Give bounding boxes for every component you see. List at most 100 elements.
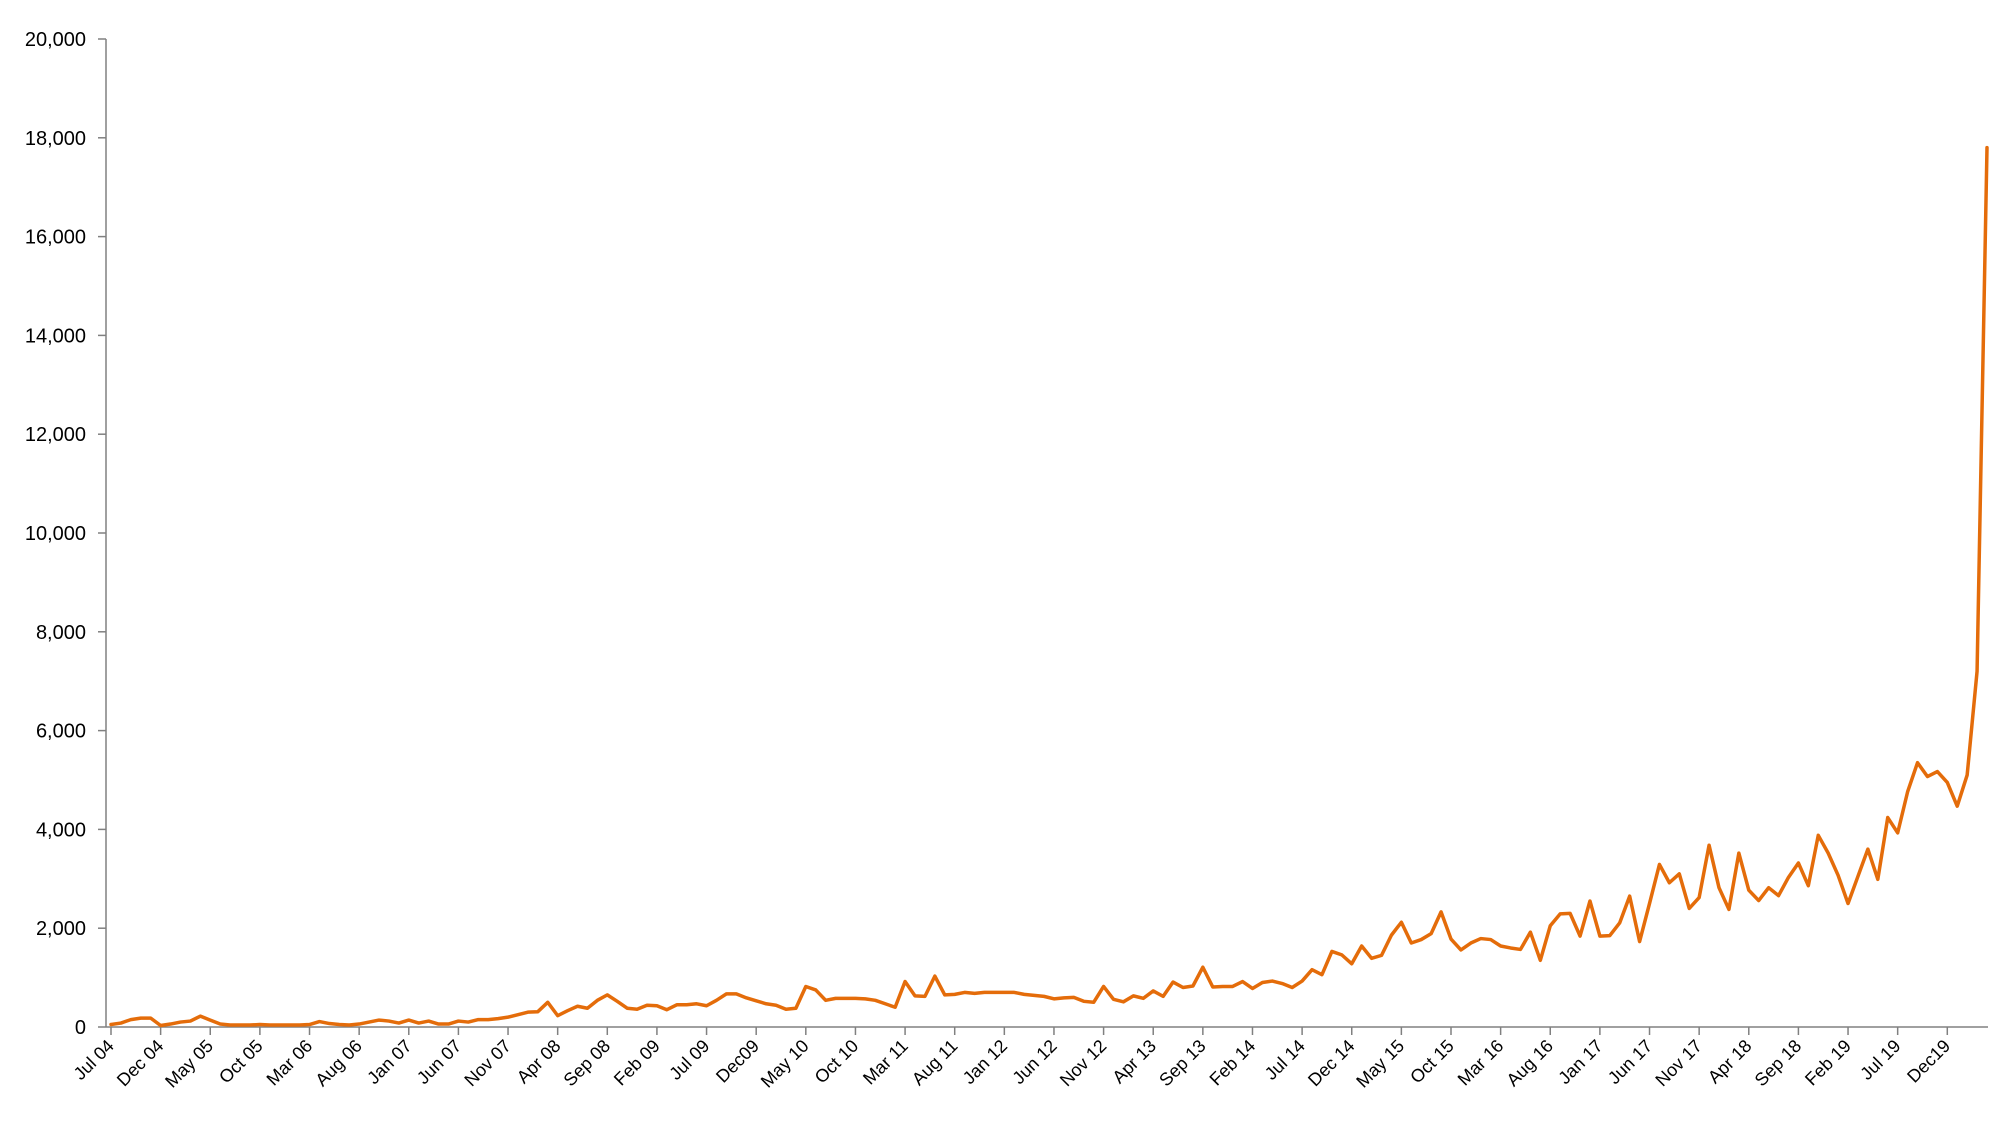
- data-point: [1380, 954, 1383, 957]
- data-point: [1886, 816, 1889, 819]
- x-tick-label: Nov 12: [1056, 1036, 1110, 1090]
- data-point: [1450, 938, 1453, 941]
- data-point: [715, 999, 718, 1002]
- data-point: [665, 1008, 668, 1011]
- x-tick-label: Jun 17: [1604, 1036, 1656, 1088]
- data-point: [735, 992, 738, 995]
- x-tick-label: Feb 14: [1206, 1036, 1260, 1090]
- y-tick-label: 4,000: [36, 819, 86, 841]
- data-point: [387, 1020, 390, 1023]
- x-tick-label: Oct 05: [215, 1036, 267, 1088]
- data-point: [1430, 932, 1433, 935]
- data-point: [963, 991, 966, 994]
- data-point: [804, 985, 807, 988]
- data-point: [1509, 946, 1512, 949]
- data-point: [417, 1022, 420, 1025]
- y-tick-label: 10,000: [25, 523, 86, 545]
- data-point: [844, 997, 847, 1000]
- data-point: [1132, 994, 1135, 997]
- data-point: [675, 1003, 678, 1006]
- data-point: [914, 994, 917, 997]
- data-point: [834, 997, 837, 1000]
- data-point: [1320, 973, 1323, 976]
- data-point: [894, 1006, 897, 1009]
- data-point: [1420, 938, 1423, 941]
- data-point: [556, 1014, 559, 1017]
- data-point: [1698, 896, 1701, 899]
- data-point: [854, 997, 857, 1000]
- y-tick-label: 16,000: [25, 227, 86, 249]
- data-point: [1708, 844, 1711, 847]
- data-point: [1350, 962, 1353, 965]
- y-tick-label: 14,000: [25, 325, 86, 347]
- data-point: [526, 1011, 529, 1014]
- y-tick-label: 6,000: [36, 721, 86, 743]
- data-point: [755, 999, 758, 1002]
- data-point: [1082, 1000, 1085, 1003]
- data-point: [1261, 981, 1264, 984]
- y-tick-label: 8,000: [36, 622, 86, 644]
- series-line: [109, 145, 1989, 1028]
- data-point: [368, 1021, 371, 1024]
- data-point: [1410, 942, 1413, 945]
- data-point: [209, 1019, 212, 1022]
- y-tick-label: 2,000: [36, 918, 86, 940]
- x-tick-label: Jul 04: [70, 1036, 118, 1084]
- data-point: [1608, 934, 1611, 937]
- data-point: [1102, 985, 1105, 988]
- data-point: [1579, 935, 1582, 938]
- data-point: [1003, 991, 1006, 994]
- data-point: [397, 1022, 400, 1025]
- data-point: [1827, 852, 1830, 855]
- data-point: [1172, 981, 1175, 984]
- data-point: [298, 1024, 301, 1027]
- data-point: [943, 993, 946, 996]
- data-point: [1112, 998, 1115, 1001]
- data-point: [239, 1024, 242, 1027]
- y-tick-label: 0: [75, 1017, 86, 1039]
- data-point: [1241, 980, 1244, 983]
- data-point: [110, 1023, 113, 1026]
- data-point: [874, 999, 877, 1002]
- data-point: [626, 1007, 629, 1010]
- data-point: [1588, 900, 1591, 903]
- data-point: [884, 1002, 887, 1005]
- x-tick-label: Sep 18: [1751, 1036, 1805, 1090]
- data-point: [1330, 950, 1333, 953]
- x-tick-label: Feb 09: [610, 1036, 664, 1090]
- data-point: [427, 1020, 430, 1023]
- x-tick-label: Dec09: [712, 1036, 763, 1087]
- data-point: [507, 1016, 510, 1019]
- x-tick-label: Oct 15: [1406, 1036, 1458, 1088]
- data-point: [477, 1018, 480, 1021]
- data-point: [338, 1023, 341, 1026]
- x-tick-label: Mar 06: [263, 1036, 317, 1090]
- data-point: [1718, 886, 1721, 889]
- data-point: [1618, 921, 1621, 924]
- data-point: [705, 1004, 708, 1007]
- data-point: [1866, 848, 1869, 851]
- data-point: [1519, 948, 1522, 951]
- data-point: [546, 1001, 549, 1004]
- x-tick-label: Sep 13: [1155, 1036, 1209, 1090]
- data-point: [1936, 770, 1939, 773]
- data-point: [596, 999, 599, 1002]
- data-point: [655, 1004, 658, 1007]
- data-point: [765, 1002, 768, 1005]
- data-point: [1142, 997, 1145, 1000]
- data-point: [993, 991, 996, 994]
- data-point: [1370, 957, 1373, 960]
- data-point: [1162, 995, 1165, 998]
- data-point: [1033, 994, 1036, 997]
- data-point: [179, 1021, 182, 1024]
- data-point: [1787, 876, 1790, 879]
- x-tick-label: Apr 08: [513, 1036, 565, 1088]
- data-point: [923, 995, 926, 998]
- data-point: [794, 1007, 797, 1010]
- data-point: [1688, 907, 1691, 910]
- x-tick-label: May 15: [1352, 1036, 1408, 1092]
- data-point: [1400, 921, 1403, 924]
- data-point: [1301, 980, 1304, 983]
- data-point: [258, 1023, 261, 1026]
- x-tick-label: Apr 13: [1108, 1036, 1160, 1088]
